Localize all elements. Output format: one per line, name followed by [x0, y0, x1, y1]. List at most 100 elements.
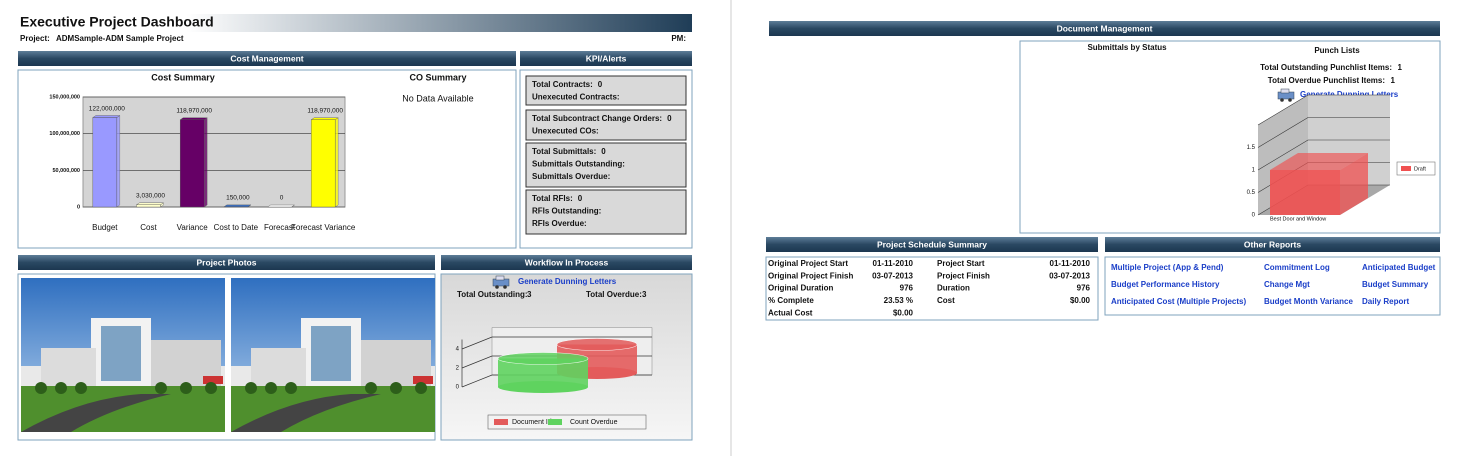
bar-side: [116, 115, 121, 208]
report-link[interactable]: Budget Summary: [1362, 280, 1429, 289]
section-title: Cost Management: [230, 53, 303, 63]
bar-top: [179, 117, 208, 120]
kpi-item-label: Total Subcontract Change Orders:: [532, 114, 662, 123]
bar-top: [135, 202, 165, 205]
legend-box: [487, 414, 647, 430]
chart-title: Punch Lists: [1314, 46, 1360, 55]
schedule-value: 03-07-2013: [872, 271, 913, 280]
no-data-message: No Data Available: [402, 93, 473, 103]
bar: [136, 204, 161, 208]
punch-stat-label: Total Overdue Punchlist Items:: [1268, 76, 1385, 85]
cylinder-top: [497, 352, 589, 365]
kpi-item-label: Unexecuted Contracts:: [532, 93, 620, 102]
schedule-value: 01-11-2010: [1050, 259, 1091, 268]
project-photo: [21, 278, 225, 432]
kpi-item-value: 0: [667, 114, 672, 123]
schedule-label: Cost: [937, 296, 955, 305]
grid-line: [1257, 117, 1390, 148]
report-link[interactable]: Commitment Log: [1264, 263, 1330, 272]
value-label: 3,030,000: [136, 192, 165, 199]
report-link[interactable]: Anticipated Cost (Multiple Projects): [1111, 297, 1246, 306]
plot-area: [82, 96, 346, 208]
punch-stat-label: Total Outstanding Punchlist Items:: [1260, 63, 1392, 72]
chart-title: Submittals by Status: [1087, 43, 1167, 52]
report-link[interactable]: Change Mgt: [1264, 280, 1310, 289]
value-label: 122,000,000: [89, 105, 126, 112]
legend-swatch: [548, 419, 562, 425]
panel: [765, 256, 1099, 321]
bar-top: [1270, 153, 1368, 170]
kpi-item-label: Submittals Outstanding:: [532, 160, 625, 169]
bar-top: [92, 115, 121, 118]
y-tick-label: 1.5: [1247, 145, 1256, 151]
bar: [179, 119, 205, 208]
kpi-item-label: Total Submittals:: [532, 147, 596, 156]
report-link[interactable]: Budget Performance History: [1111, 280, 1220, 289]
report-link[interactable]: Multiple Project (App & Pend): [1111, 263, 1224, 272]
x-tick-label: Budget: [92, 223, 118, 232]
kpi-item-label: RFIs Outstanding:: [532, 207, 601, 216]
section-header: [520, 51, 692, 66]
schedule-value: 23.53 %: [884, 296, 913, 305]
project-photo: [231, 278, 435, 432]
schedule-label: Original Project Finish: [768, 271, 853, 280]
bar-top: [310, 117, 339, 120]
dunning-link[interactable]: Generate Dunning Letters: [1300, 90, 1399, 99]
y-tick-label: 1: [1252, 168, 1256, 174]
kpi-item-label: Total Contracts:: [532, 80, 593, 89]
y-tick-label: 100,000,000: [49, 131, 80, 137]
cylinder-top: [556, 338, 638, 351]
value-label: 150,000: [226, 195, 250, 202]
bar-top: [223, 204, 252, 208]
section-header: [769, 21, 1440, 36]
legend-label: Count Overdue: [570, 419, 618, 426]
project-label: Project:: [20, 34, 50, 43]
bar-side: [1340, 153, 1368, 215]
bar: [92, 117, 118, 208]
project-name: ADMSample-ADM Sample Project: [56, 34, 184, 43]
stat-label: Total Overdue:: [586, 290, 642, 299]
schedule-label: Original Duration: [768, 284, 833, 293]
schedule-value: 976: [900, 284, 914, 293]
x-tick-label: Best Door and Window: [1270, 216, 1326, 222]
schedule-label: Project Finish: [937, 271, 990, 280]
grid-line: [1257, 94, 1390, 126]
stat-label: Total Outstanding:: [457, 290, 528, 299]
punch-stat-value: 1: [1398, 63, 1403, 72]
bar-side: [334, 117, 339, 208]
kpi-item-label: Total RFIs:: [532, 194, 573, 203]
chart-title: Cost Summary: [151, 72, 215, 82]
kpi-item-label: RFIs Overdue:: [532, 219, 587, 228]
bar-side: [203, 117, 208, 208]
punch-stat-value: 1: [1391, 76, 1396, 85]
chart-title: CO Summary: [409, 72, 466, 82]
kpi-item-value: 0: [598, 80, 603, 89]
x-tick-label: Variance: [177, 223, 209, 232]
legend-swatch: [494, 419, 508, 425]
x-tick-label: Forecast: [264, 223, 296, 232]
section-header: [1105, 237, 1440, 252]
kpi-box: [525, 142, 687, 188]
schedule-label: Project Start: [937, 259, 985, 268]
y-tick-label: 0.5: [1247, 190, 1256, 196]
grid-line: [1257, 139, 1390, 171]
kpi-box: [525, 189, 687, 235]
report-link[interactable]: Anticipated Budget: [1362, 263, 1436, 272]
legend-label: Document Id: [512, 419, 552, 426]
report-link[interactable]: Daily Report: [1362, 297, 1409, 306]
schedule-label: Duration: [937, 284, 970, 293]
dunning-link[interactable]: Generate Dunning Letters: [518, 277, 617, 286]
y-tick-label: 50,000,000: [52, 168, 80, 174]
schedule-value: 03-07-2013: [1049, 271, 1090, 280]
y-tick-label: 0: [77, 204, 80, 210]
bar: [310, 119, 336, 208]
y-tick-label: 2: [456, 366, 460, 372]
value-label: 118,970,000: [307, 107, 343, 114]
schedule-label: Actual Cost: [768, 308, 813, 317]
kpi-item-label: Submittals Overdue:: [532, 172, 610, 181]
report-link[interactable]: Budget Month Variance: [1264, 297, 1353, 306]
x-tick-label: Cost to Date: [214, 223, 259, 232]
section-title: Project Photos: [197, 257, 257, 267]
panel: [1104, 256, 1441, 316]
